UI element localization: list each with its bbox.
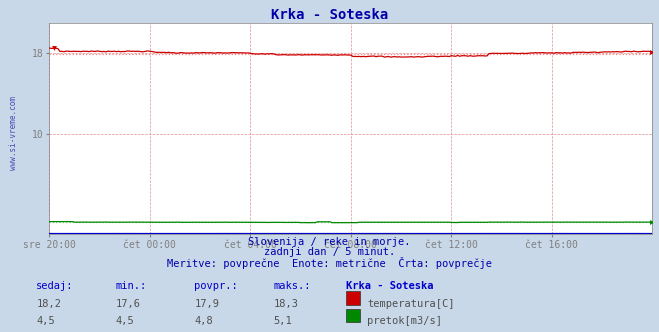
Text: sedaj:: sedaj: xyxy=(36,281,74,290)
Text: temperatura[C]: temperatura[C] xyxy=(367,299,455,309)
Text: povpr.:: povpr.: xyxy=(194,281,238,290)
Text: Meritve: povprečne  Enote: metrične  Črta: povprečje: Meritve: povprečne Enote: metrične Črta:… xyxy=(167,257,492,269)
Text: maks.:: maks.: xyxy=(273,281,311,290)
Text: zadnji dan / 5 minut.: zadnji dan / 5 minut. xyxy=(264,247,395,257)
Text: 4,8: 4,8 xyxy=(194,316,213,326)
Text: Krka - Soteska: Krka - Soteska xyxy=(346,281,434,290)
Text: 17,6: 17,6 xyxy=(115,299,140,309)
Text: www.si-vreme.com: www.si-vreme.com xyxy=(9,96,18,170)
Text: 5,1: 5,1 xyxy=(273,316,292,326)
Text: 4,5: 4,5 xyxy=(115,316,134,326)
Text: 18,3: 18,3 xyxy=(273,299,299,309)
Text: 18,2: 18,2 xyxy=(36,299,61,309)
Text: Slovenija / reke in morje.: Slovenija / reke in morje. xyxy=(248,237,411,247)
Text: 4,5: 4,5 xyxy=(36,316,55,326)
Text: min.:: min.: xyxy=(115,281,146,290)
Text: 17,9: 17,9 xyxy=(194,299,219,309)
Text: Krka - Soteska: Krka - Soteska xyxy=(271,8,388,22)
Text: pretok[m3/s]: pretok[m3/s] xyxy=(367,316,442,326)
